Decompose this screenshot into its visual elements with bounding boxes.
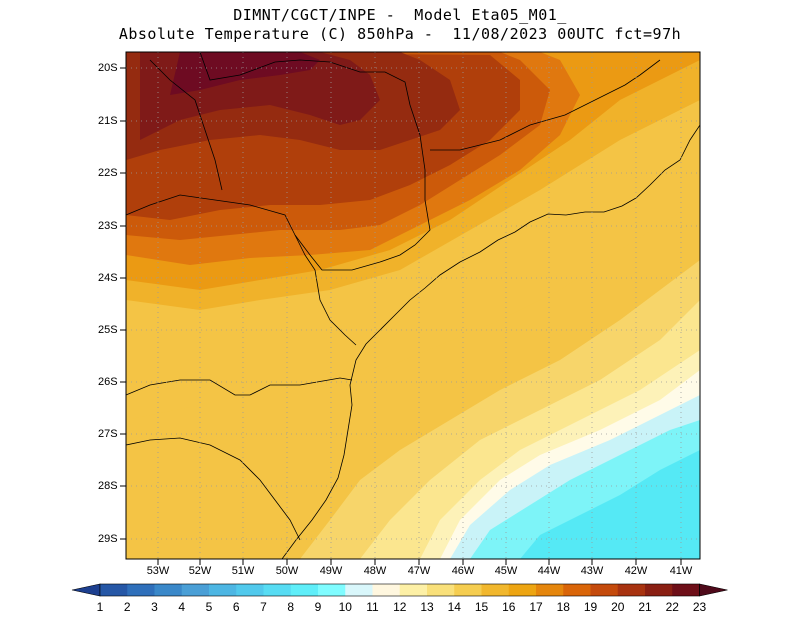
colorbar-swatch	[181, 584, 210, 596]
colorbar-label: 9	[314, 600, 322, 614]
lat-label: 21S	[98, 115, 118, 127]
colorbar-swatch	[236, 584, 264, 596]
lon-label: 50W	[275, 565, 299, 577]
coastline-and-borders	[126, 52, 700, 559]
colorbar-swatch	[617, 584, 646, 596]
lon-label: 45W	[494, 565, 518, 577]
colorbar-swatch	[563, 584, 591, 596]
colorbar-label: 14	[447, 600, 461, 614]
lon-label: 48W	[363, 565, 387, 577]
colorbar-label: 1	[96, 600, 104, 614]
axis-ticks	[120, 67, 682, 565]
colorbar-swatch	[672, 584, 700, 596]
lat-lon-grid	[126, 52, 700, 559]
colorbar-label: 21	[638, 600, 652, 614]
colorbar-label: 23	[692, 600, 707, 614]
lat-label: 22S	[98, 167, 118, 179]
state-border-north	[199, 52, 431, 271]
colorbar-swatch	[100, 584, 128, 596]
colorbar-swatch	[590, 584, 619, 596]
colorbar-label: 16	[502, 600, 516, 614]
colorbar-label: 6	[232, 600, 240, 614]
colorbar-label: 17	[529, 600, 543, 614]
colorbar-swatch	[345, 584, 373, 596]
colorbar-swatch	[209, 584, 237, 596]
colorbar-label: 3	[151, 600, 158, 614]
lon-label: 44W	[537, 565, 561, 577]
lat-label: 24S	[98, 272, 118, 284]
colorbar-swatch	[263, 584, 292, 596]
colorbar-swatch	[645, 584, 673, 596]
lat-label: 27S	[98, 428, 118, 440]
map-title-line2: Absolute Temperature (C) 850hPa - 11/08/…	[118, 25, 682, 43]
map-frame	[125, 51, 701, 560]
lat-label: 26S	[98, 376, 118, 388]
colorbar-label: 7	[260, 600, 267, 614]
lon-label: 46W	[451, 565, 475, 577]
river-parana	[149, 59, 223, 191]
state-border-sp	[126, 194, 357, 346]
colorbar-label: 12	[393, 600, 407, 614]
colorbar-label: 22	[665, 600, 679, 614]
lat-label: 23S	[98, 220, 118, 232]
colorbar-label: 20	[611, 600, 625, 614]
colorbar-label: 13	[420, 600, 434, 614]
colorbar-swatch	[508, 584, 537, 596]
colorbar-swatch	[399, 584, 428, 596]
lat-label: 25S	[98, 324, 118, 336]
colorbar-outline	[99, 583, 700, 597]
colorbar-swatch	[290, 584, 319, 596]
lat-label: 20S	[98, 62, 118, 74]
colorbar-label: 4	[178, 600, 186, 614]
map-title-line1: DIMNT/CGCT/INPE - Model Eta05_M01_	[233, 6, 567, 24]
colorbar-label: 11	[366, 600, 379, 614]
colorbar-swatch	[318, 584, 346, 596]
lon-label: 43W	[580, 565, 604, 577]
lon-label: 53W	[146, 565, 170, 577]
lon-label: 47W	[407, 565, 431, 577]
colorbar-label: 5	[205, 600, 213, 614]
lat-label: 29S	[98, 533, 118, 545]
lon-label: 49W	[319, 565, 343, 577]
colorbar-label: 8	[287, 600, 295, 614]
lon-label: 51W	[231, 565, 255, 577]
colorbar-swatch	[372, 584, 401, 596]
state-border-pr	[126, 377, 353, 396]
colorbar-swatch	[481, 584, 510, 596]
temperature-field	[126, 52, 700, 559]
colorbar-swatch	[127, 584, 155, 596]
state-border-east	[430, 59, 661, 151]
field-band-8	[520, 450, 700, 559]
colorbar-arrow-low	[71, 583, 101, 597]
colorbar	[71, 583, 728, 597]
coastline	[281, 124, 700, 559]
colorbar-swatch	[536, 584, 564, 596]
colorbar-arrow-high	[699, 583, 728, 597]
lat-label: 28S	[98, 480, 118, 492]
colorbar-swatch	[427, 584, 455, 596]
colorbar-swatch	[154, 584, 183, 596]
lon-label: 42W	[624, 565, 648, 577]
colorbar-label: 10	[338, 600, 352, 614]
colorbar-label: 18	[556, 600, 570, 614]
lon-label: 41W	[669, 565, 693, 577]
lon-label: 52W	[188, 565, 212, 577]
colorbar-label: 2	[123, 600, 131, 614]
state-border-sc	[126, 437, 301, 541]
colorbar-label: 15	[474, 600, 489, 614]
colorbar-label: 19	[583, 600, 598, 614]
colorbar-swatch	[454, 584, 482, 596]
